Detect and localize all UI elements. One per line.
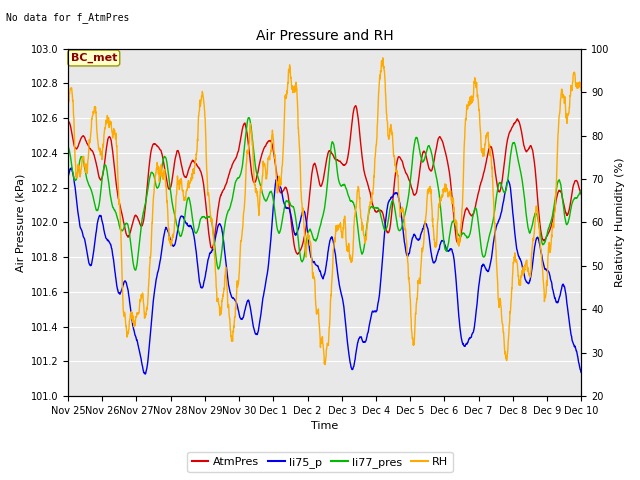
AtmPres: [469, 212, 477, 217]
Line: RH: RH: [68, 58, 581, 365]
AtmPres: [300, 234, 308, 240]
li77_pres: [577, 187, 585, 192]
li75_p: [563, 299, 570, 304]
li77_pres: [563, 222, 570, 228]
Y-axis label: Relativity Humidity (%): Relativity Humidity (%): [615, 157, 625, 287]
RH: [379, 55, 387, 60]
li75_p: [563, 301, 571, 307]
AtmPres: [314, 173, 322, 179]
AtmPres: [563, 212, 570, 218]
li77_pres: [301, 252, 308, 257]
AtmPres: [294, 252, 301, 257]
li77_pres: [314, 231, 322, 237]
li77_pres: [244, 115, 252, 120]
RH: [90, 108, 98, 114]
li77_pres: [563, 222, 571, 228]
AtmPres: [577, 192, 585, 197]
Legend: AtmPres, li75_p, li77_pres, RH: AtmPres, li75_p, li77_pres, RH: [188, 452, 452, 472]
AtmPres: [64, 119, 72, 125]
Text: No data for f_AtmPres: No data for f_AtmPres: [6, 12, 130, 23]
RH: [321, 362, 329, 368]
li77_pres: [131, 267, 139, 273]
RH: [563, 119, 570, 125]
li77_pres: [469, 214, 477, 220]
Title: Air Pressure and RH: Air Pressure and RH: [256, 29, 394, 43]
Line: li75_p: li75_p: [68, 168, 581, 374]
li75_p: [91, 242, 99, 248]
RH: [64, 105, 72, 111]
li75_p: [64, 175, 72, 181]
AtmPres: [90, 153, 98, 158]
li77_pres: [90, 199, 98, 204]
AtmPres: [563, 212, 571, 217]
li75_p: [577, 370, 585, 376]
li77_pres: [64, 144, 72, 150]
Y-axis label: Air Pressure (kPa): Air Pressure (kPa): [15, 173, 25, 272]
li75_p: [141, 371, 149, 377]
li75_p: [68, 165, 76, 171]
RH: [314, 309, 321, 315]
li75_p: [469, 330, 477, 336]
Line: li77_pres: li77_pres: [68, 118, 581, 270]
li75_p: [301, 209, 308, 215]
Line: AtmPres: AtmPres: [68, 106, 581, 254]
RH: [469, 98, 477, 104]
X-axis label: Time: Time: [311, 421, 339, 432]
RH: [577, 87, 585, 93]
RH: [300, 225, 308, 230]
AtmPres: [352, 103, 360, 108]
li75_p: [314, 264, 322, 269]
RH: [563, 120, 571, 126]
Text: BC_met: BC_met: [70, 53, 117, 63]
